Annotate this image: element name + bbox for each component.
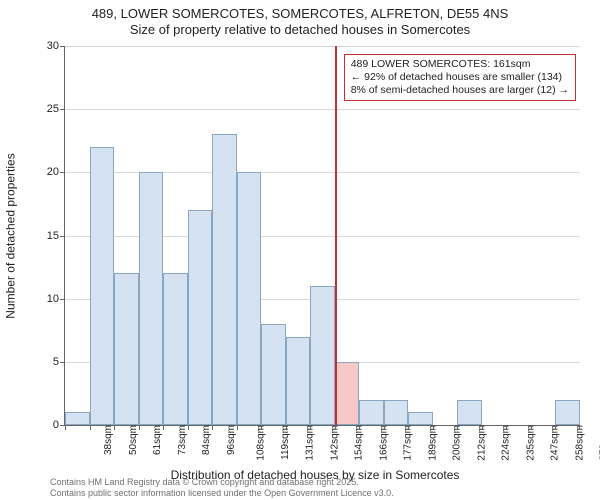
x-tick-mark xyxy=(163,425,164,430)
y-axis-label-text: Number of detached properties xyxy=(4,153,18,318)
x-tick-mark xyxy=(212,425,213,430)
y-tick-mark xyxy=(60,46,65,47)
y-tick-label: 25 xyxy=(47,103,59,115)
bar xyxy=(555,400,580,425)
annotation-line-1: 489 LOWER SOMERCOTES: 161sqm xyxy=(351,58,569,71)
x-tick-mark xyxy=(433,425,434,430)
gridline xyxy=(65,109,580,110)
x-tick-label: 84sqm xyxy=(199,425,212,455)
bar xyxy=(212,134,237,425)
y-tick-mark xyxy=(60,362,65,363)
y-axis-label: Number of detached properties xyxy=(2,46,20,426)
y-tick-label: 5 xyxy=(53,356,59,368)
bar xyxy=(90,147,115,425)
bar xyxy=(65,412,90,425)
y-tick-label: 10 xyxy=(47,293,59,305)
x-tick-label: 154sqm xyxy=(352,425,365,461)
footer-line-2: Contains public sector information licen… xyxy=(50,488,394,498)
x-tick-label: 50sqm xyxy=(126,425,139,455)
x-tick-mark xyxy=(237,425,238,430)
annotation-line-2: ← 92% of detached houses are smaller (13… xyxy=(351,71,569,84)
bar xyxy=(408,412,433,425)
x-tick-mark xyxy=(384,425,385,430)
annotation-box: 489 LOWER SOMERCOTES: 161sqm← 92% of det… xyxy=(344,54,576,101)
x-tick-label: 142sqm xyxy=(327,425,340,461)
x-tick-mark xyxy=(531,425,532,430)
x-tick-label: 200sqm xyxy=(450,425,463,461)
annotation-line-3: 8% of semi-detached houses are larger (1… xyxy=(351,84,569,97)
x-tick-label: 73sqm xyxy=(175,425,188,455)
x-tick-mark xyxy=(457,425,458,430)
x-tick-mark xyxy=(310,425,311,430)
x-tick-label: 166sqm xyxy=(376,425,389,461)
x-tick-mark xyxy=(65,425,66,430)
x-tick-mark xyxy=(359,425,360,430)
x-tick-label: 131sqm xyxy=(303,425,316,461)
bar xyxy=(114,273,139,425)
x-tick-mark xyxy=(90,425,91,430)
bar xyxy=(359,400,384,425)
bar xyxy=(163,273,188,425)
attribution-footer: Contains HM Land Registry data © Crown c… xyxy=(50,477,394,498)
gridline xyxy=(65,46,580,47)
footer-line-1: Contains HM Land Registry data © Crown c… xyxy=(50,477,394,487)
y-tick-label: 30 xyxy=(47,40,59,52)
title-line-2: Size of property relative to detached ho… xyxy=(0,22,600,38)
bar xyxy=(139,172,164,425)
x-tick-label: 108sqm xyxy=(254,425,267,461)
title-line-1: 489, LOWER SOMERCOTES, SOMERCOTES, ALFRE… xyxy=(0,6,600,22)
y-tick-label: 0 xyxy=(53,419,59,431)
y-tick-mark xyxy=(60,172,65,173)
x-tick-mark xyxy=(506,425,507,430)
x-tick-mark xyxy=(286,425,287,430)
x-tick-label: 177sqm xyxy=(401,425,414,461)
y-tick-mark xyxy=(60,299,65,300)
x-tick-mark xyxy=(555,425,556,430)
x-tick-label: 212sqm xyxy=(474,425,487,461)
bar xyxy=(261,324,286,425)
y-tick-label: 15 xyxy=(47,230,59,242)
bar-highlight xyxy=(335,362,360,425)
x-tick-mark xyxy=(408,425,409,430)
x-tick-label: 258sqm xyxy=(573,425,586,461)
x-tick-label: 96sqm xyxy=(224,425,237,455)
bar xyxy=(310,286,335,425)
reference-line xyxy=(335,46,337,425)
x-tick-label: 247sqm xyxy=(548,425,561,461)
y-tick-mark xyxy=(60,109,65,110)
bar xyxy=(286,337,311,425)
bar xyxy=(237,172,262,425)
bar xyxy=(457,400,482,425)
x-tick-mark xyxy=(335,425,336,430)
x-tick-label: 235sqm xyxy=(523,425,536,461)
x-tick-label: 38sqm xyxy=(101,425,114,455)
x-tick-label: 119sqm xyxy=(278,425,291,460)
plot-area: 05101520253038sqm50sqm61sqm73sqm84sqm96s… xyxy=(64,46,580,426)
x-tick-label: 189sqm xyxy=(425,425,438,461)
x-tick-mark xyxy=(188,425,189,430)
bar xyxy=(188,210,213,425)
y-tick-mark xyxy=(60,236,65,237)
bar xyxy=(384,400,409,425)
x-tick-mark xyxy=(114,425,115,430)
x-tick-mark xyxy=(482,425,483,430)
x-tick-label: 61sqm xyxy=(150,425,163,455)
x-tick-label: 224sqm xyxy=(499,425,512,461)
x-tick-mark xyxy=(139,425,140,430)
y-tick-label: 20 xyxy=(47,166,59,178)
x-tick-mark xyxy=(261,425,262,430)
x-tick-mark xyxy=(579,425,580,430)
